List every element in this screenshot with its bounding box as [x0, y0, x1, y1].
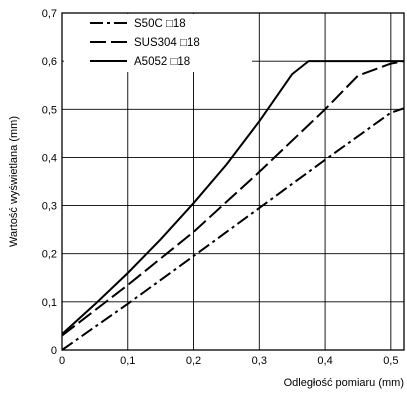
series-line-2: [61, 60, 405, 337]
legend-label: A5052 □18: [134, 56, 190, 68]
y-tick-label: 0,5: [42, 104, 57, 116]
x-tick-label: 0: [59, 355, 65, 367]
plot-area-frame: [61, 12, 405, 351]
legend-label: S50C □18: [134, 18, 186, 30]
axis-ticks: 0 0,1 0,2 0,3 0,4 0,5 0 0,1 0,2 0,3 0,4 0,5 0,6 0,7: [42, 8, 399, 367]
y-tick-label: 0,1: [42, 297, 57, 309]
y-tick-label: 0,3: [42, 201, 57, 213]
legend: S50C □18 SUS304 □18 A5052 □18: [64, 14, 252, 72]
y-tick-label: 0,2: [42, 249, 57, 261]
y-tick-label: 0: [51, 345, 57, 357]
x-tick-label: 0,2: [186, 355, 201, 367]
x-tick-label: 0,5: [383, 355, 398, 367]
y-tick-label: 0,4: [42, 152, 57, 164]
series-lines: [61, 60, 405, 351]
x-tick-label: 0,4: [317, 355, 332, 367]
x-tick-label: 0,3: [252, 355, 267, 367]
x-tick-label: 0,1: [120, 355, 135, 367]
y-tick-label: 0,7: [42, 8, 57, 20]
series-line-1: [61, 107, 405, 351]
series-line-3: [61, 60, 404, 335]
y-tick-label: 0,6: [42, 56, 57, 68]
x-axis-title: Odległość pomiaru (mm): [284, 377, 404, 389]
y-axis-title: Wartość wyświetlana (mm): [8, 116, 20, 247]
legend-label: SUS304 □18: [134, 37, 200, 49]
